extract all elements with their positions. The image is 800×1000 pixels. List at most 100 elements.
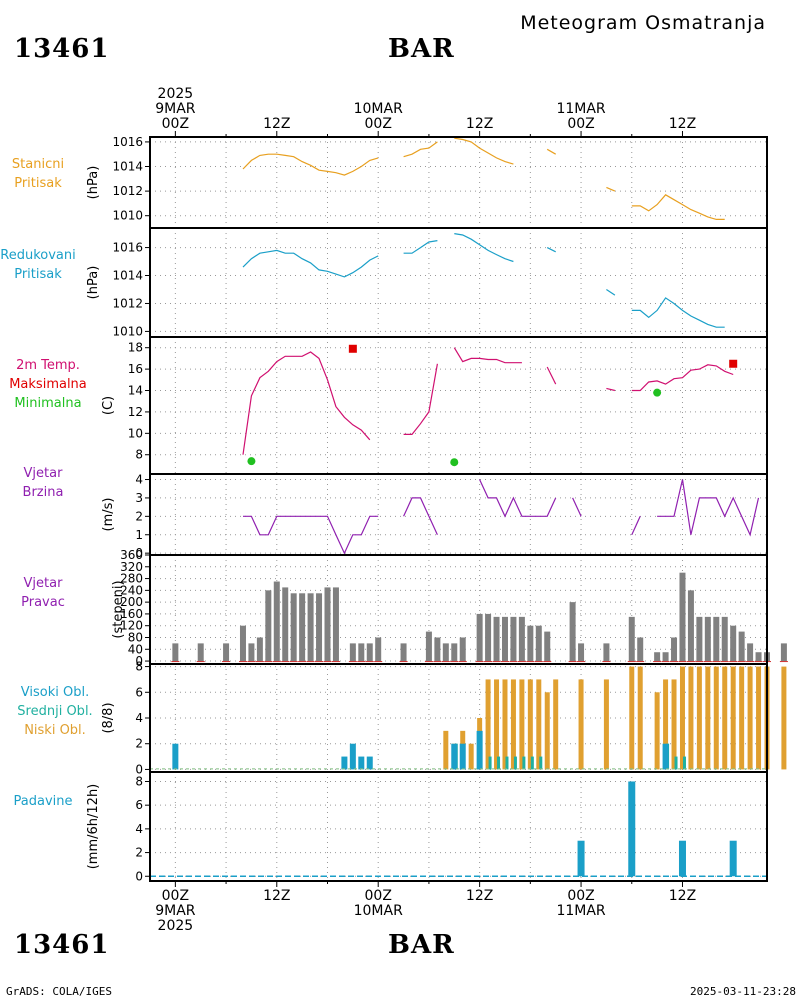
label-line: Srednji Obl. [17, 704, 93, 719]
low-cloud-bar [739, 666, 745, 770]
x-tick-label-bottom: 00Z [567, 888, 594, 904]
series-line [242, 153, 379, 176]
y-tick-label: 1016 [112, 135, 143, 149]
wind-dir-bar [662, 652, 669, 662]
precip-bar [628, 781, 636, 877]
x-tick-label-top: 12Z [466, 116, 493, 132]
low-cloud-bar [536, 679, 542, 770]
station-name-bottom: BAR [388, 930, 455, 960]
wind-dir-bar [442, 643, 449, 662]
wind-dir-bar [578, 643, 585, 662]
label-wind-dir: Vjetar Pravac [0, 574, 86, 612]
y-tick-label: 120 [120, 619, 143, 633]
y-tick-label: 4 [135, 473, 143, 487]
wind-dir-bar [476, 613, 483, 662]
low-cloud-bar [637, 666, 643, 770]
station-id-top: 13461 [14, 34, 110, 64]
series-line [243, 515, 379, 555]
wind-dir-bar [738, 631, 745, 662]
wind-dir-bar [459, 637, 466, 662]
label-reduced-pressure: Redukovani Pritisak [0, 246, 76, 284]
label-line: Minimalna [14, 396, 82, 411]
wind-dir-bar [451, 643, 458, 662]
panel-frame-station_pressure [149, 136, 768, 229]
high-cloud-bar [349, 743, 356, 770]
y-tick-label: 8 [135, 448, 143, 462]
series-line [572, 497, 582, 517]
low-cloud-bar [688, 666, 694, 770]
unit-label: (mm/6h/12h) [86, 784, 101, 870]
wind-dir-bar [375, 637, 382, 662]
low-cloud-bar [654, 692, 660, 770]
y-tick-label: 280 [120, 572, 143, 586]
wind-dir-bar [679, 572, 686, 662]
max-temp-marker [729, 359, 738, 368]
wind-dir-bar [713, 616, 720, 662]
x-tick-label-bottom: 9MAR [155, 903, 196, 919]
y-tick-label: 6 [135, 798, 143, 812]
wind-dir-bar [307, 593, 314, 662]
wind-dir-bar [273, 581, 280, 662]
wind-dir-bar [535, 625, 542, 662]
label-line: Padavine [13, 794, 73, 809]
wind-dir-bar [721, 616, 728, 662]
min-temp-marker [653, 388, 662, 397]
unit-label: (m/s) [101, 498, 116, 532]
low-cloud-bar [527, 679, 533, 770]
low-cloud-bar [679, 666, 685, 770]
x-tick-label-top: 12Z [263, 116, 290, 132]
unit-label: (8/8) [101, 702, 116, 733]
series-line [631, 194, 725, 220]
wind-dir-bar [248, 643, 255, 662]
label-clouds: Visoki Obl. Srednji Obl. Niski Obl. [0, 683, 110, 740]
y-tick-label: 4 [135, 822, 143, 836]
wind-dir-bar [671, 637, 678, 662]
high-cloud-bar [172, 743, 179, 770]
label-line: Pravac [21, 595, 65, 610]
high-cloud-bar [366, 756, 373, 770]
low-cloud-bar [578, 679, 584, 770]
y-tick-label: 40 [128, 642, 143, 656]
y-tick-label: 18 [128, 341, 143, 355]
mid-cloud-bar [682, 756, 686, 770]
y-tick-label: 1 [135, 528, 143, 542]
wind-dir-bar [493, 616, 500, 662]
low-cloud-bar [519, 679, 525, 770]
low-cloud-bar [544, 692, 550, 770]
wind-dir-bar [299, 593, 306, 662]
label-line: Pritisak [14, 176, 62, 191]
y-tick-label: 0 [135, 869, 143, 883]
series-line [403, 240, 438, 254]
y-tick-label: 2 [135, 509, 143, 523]
series-line [631, 297, 725, 328]
mid-cloud-bar [505, 756, 509, 770]
wind-dir-bar [704, 616, 711, 662]
unit-label: (C) [101, 396, 116, 415]
mid-cloud-bar [674, 756, 678, 770]
y-tick-label: 1016 [112, 241, 143, 255]
y-tick-label: 12 [128, 405, 143, 419]
high-cloud-bar [662, 743, 669, 770]
series-line [403, 363, 438, 435]
y-tick-label: 1014 [112, 269, 143, 283]
x-tick-label-top: 00Z [365, 116, 392, 132]
station-id-bottom: 13461 [14, 930, 110, 960]
y-tick-label: 2 [135, 846, 143, 860]
label-wind-speed: Vjetar Brzina [0, 464, 86, 502]
wind-dir-bar [324, 587, 331, 662]
x-tick-label-bottom: 00Z [162, 888, 189, 904]
x-tick-label-top: 00Z [567, 116, 594, 132]
wind-dir-bar [400, 643, 407, 662]
label-line: 2m Temp. [16, 358, 80, 373]
low-cloud-bar [485, 679, 491, 770]
y-tick-label: 0 [135, 762, 143, 776]
wind-dir-bar [730, 625, 737, 662]
wind-dir-bar [197, 643, 204, 662]
y-tick-label: 1012 [112, 184, 143, 198]
precip-bar [729, 840, 737, 877]
wind-dir-bar [358, 643, 365, 662]
wind-dir-bar [239, 625, 246, 662]
low-cloud-bar [696, 666, 702, 770]
panel-frame-precip [149, 771, 768, 882]
low-cloud-bar [747, 666, 753, 770]
